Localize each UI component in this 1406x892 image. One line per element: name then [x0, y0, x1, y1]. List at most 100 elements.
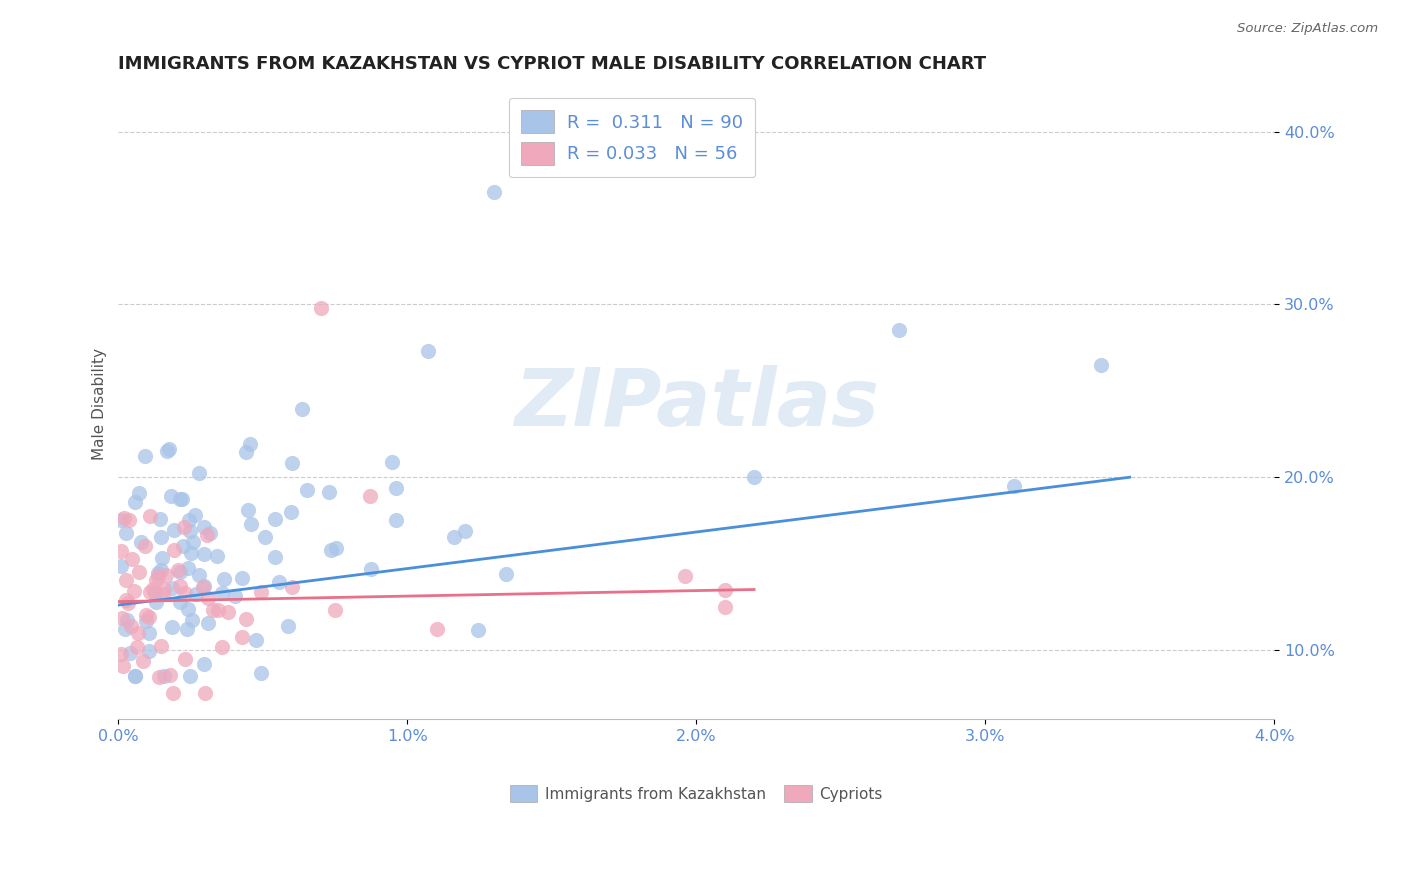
Point: [180, 546, 202, 560]
Point: [250, 666, 273, 681]
Point: [214, 572, 236, 586]
Point: [426, 622, 449, 636]
Point: [127, 626, 149, 640]
Point: [200, 526, 222, 541]
Point: [277, 619, 299, 633]
Point: [148, 669, 170, 683]
Point: [1090, 358, 1112, 372]
Point: [156, 444, 179, 458]
Point: [673, 569, 696, 583]
Point: [211, 640, 233, 654]
Point: [110, 513, 132, 527]
Point: [197, 591, 219, 605]
Point: [187, 466, 209, 480]
Point: [264, 550, 287, 565]
Point: [360, 562, 382, 576]
Y-axis label: Male Disability: Male Disability: [93, 348, 107, 459]
Point: [181, 613, 204, 627]
Point: [267, 575, 290, 590]
Point: [384, 481, 406, 495]
Point: [172, 539, 194, 553]
Point: [110, 558, 132, 573]
Point: [177, 602, 200, 616]
Point: [118, 513, 141, 527]
Point: [385, 513, 408, 527]
Point: [134, 539, 156, 553]
Point: [170, 492, 193, 507]
Point: [184, 508, 207, 522]
Point: [240, 516, 263, 531]
Text: ZIPatlas: ZIPatlas: [513, 365, 879, 442]
Point: [482, 185, 505, 199]
Point: [309, 301, 332, 315]
Point: [176, 622, 198, 636]
Text: IMMIGRANTS FROM KAZAKHSTAN VS CYPRIOT MALE DISABILITY CORRELATION CHART: IMMIGRANTS FROM KAZAKHSTAN VS CYPRIOT MA…: [118, 55, 987, 73]
Point: [194, 686, 217, 700]
Point: [159, 668, 181, 682]
Point: [263, 512, 285, 526]
Point: [179, 513, 201, 527]
Point: [127, 640, 149, 654]
Point: [160, 489, 183, 503]
Point: [111, 658, 134, 673]
Point: [115, 613, 138, 627]
Point: [238, 503, 260, 517]
Point: [887, 323, 910, 337]
Point: [443, 530, 465, 544]
Point: [195, 527, 218, 541]
Point: [169, 491, 191, 506]
Point: [124, 494, 146, 508]
Point: [714, 599, 737, 614]
Point: [295, 483, 318, 497]
Point: [186, 587, 208, 601]
Point: [281, 456, 304, 470]
Point: [325, 541, 347, 555]
Point: [454, 524, 477, 538]
Point: [157, 442, 180, 456]
Point: [145, 595, 167, 609]
Point: [193, 657, 215, 671]
Point: [217, 605, 239, 619]
Point: [152, 669, 174, 683]
Point: [149, 512, 172, 526]
Point: [193, 579, 215, 593]
Point: [321, 542, 343, 557]
Point: [117, 596, 139, 610]
Point: [150, 640, 173, 654]
Point: [245, 633, 267, 648]
Point: [110, 544, 132, 558]
Point: [174, 586, 197, 600]
Point: [202, 603, 225, 617]
Point: [174, 652, 197, 666]
Point: [318, 484, 340, 499]
Point: [111, 611, 134, 625]
Point: [714, 582, 737, 597]
Point: [124, 583, 146, 598]
Point: [207, 602, 229, 616]
Point: [139, 585, 162, 599]
Point: [142, 582, 165, 597]
Point: [254, 530, 277, 544]
Point: [183, 535, 205, 549]
Point: [169, 565, 191, 579]
Point: [132, 654, 155, 668]
Point: [150, 563, 173, 577]
Point: [167, 563, 190, 577]
Point: [124, 669, 146, 683]
Point: [110, 647, 132, 661]
Point: [191, 580, 214, 594]
Point: [121, 551, 143, 566]
Point: [162, 581, 184, 595]
Point: [112, 511, 135, 525]
Point: [173, 520, 195, 534]
Point: [495, 567, 517, 582]
Point: [467, 623, 489, 637]
Point: [163, 543, 186, 558]
Point: [291, 401, 314, 416]
Point: [235, 612, 257, 626]
Point: [134, 450, 156, 464]
Point: [197, 616, 219, 631]
Point: [138, 626, 160, 640]
Point: [114, 573, 136, 587]
Point: [1002, 479, 1025, 493]
